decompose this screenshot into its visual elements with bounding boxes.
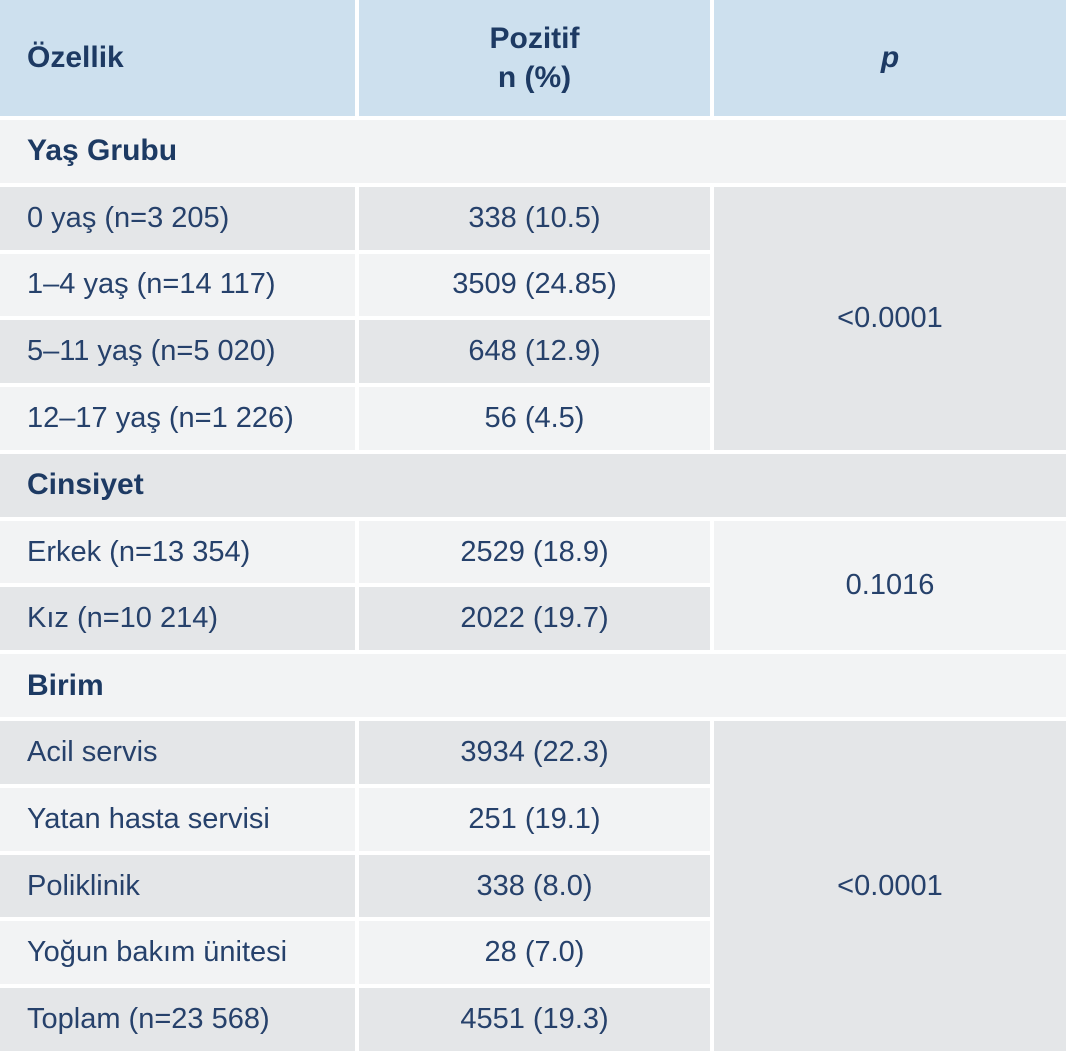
p-value-cell-birim: <0.0001	[714, 721, 1066, 1051]
row-label: Poliklinik	[0, 854, 355, 918]
column-header-p: p	[714, 0, 1066, 116]
row-label: Acil servis	[0, 721, 355, 784]
row-positive-value: 251 (19.1)	[359, 787, 710, 851]
row-label: 1–4 yaş (n=14 117)	[0, 253, 355, 317]
row-positive-value: 2529 (18.9)	[359, 520, 710, 584]
column-header-pozitif-line2: n (%)	[497, 61, 572, 94]
row-positive-value: 56 (4.5)	[359, 387, 710, 450]
row-label: Yatan hasta servisi	[0, 787, 355, 851]
row-label: Yoğun bakım ünitesi	[0, 921, 355, 985]
p-value-cell-cinsiyet: 0.1016	[714, 520, 1066, 651]
column-header-ozellik: Özellik	[0, 0, 355, 116]
row-positive-value: 28 (7.0)	[359, 921, 710, 985]
row-positive-value: 338 (8.0)	[359, 854, 710, 918]
row-label: 12–17 yaş (n=1 226)	[0, 387, 355, 450]
section-header-birim: Birim	[0, 654, 1066, 718]
row-label: 5–11 yaş (n=5 020)	[0, 320, 355, 384]
row-positive-value: 4551 (19.3)	[359, 988, 710, 1051]
row-positive-value: 648 (12.9)	[359, 320, 710, 384]
section-header-cinsiyet: Cinsiyet	[0, 453, 1066, 517]
section-header-yas-grubu: Yaş Grubu	[0, 120, 1066, 183]
row-label: Toplam (n=23 568)	[0, 988, 355, 1051]
column-header-pozitif: Pozitif n (%)	[359, 0, 710, 116]
row-label: 0 yaş (n=3 205)	[0, 186, 355, 250]
row-positive-value: 3934 (22.3)	[359, 721, 710, 784]
row-positive-value: 3509 (24.85)	[359, 253, 710, 317]
row-positive-value: 338 (10.5)	[359, 186, 710, 250]
row-label: Erkek (n=13 354)	[0, 520, 355, 584]
row-positive-value: 2022 (19.7)	[359, 587, 710, 651]
row-label: Kız (n=10 214)	[0, 587, 355, 651]
p-value-cell-yas-grubu: <0.0001	[714, 186, 1066, 450]
column-header-pozitif-line1: Pozitif	[489, 22, 580, 55]
